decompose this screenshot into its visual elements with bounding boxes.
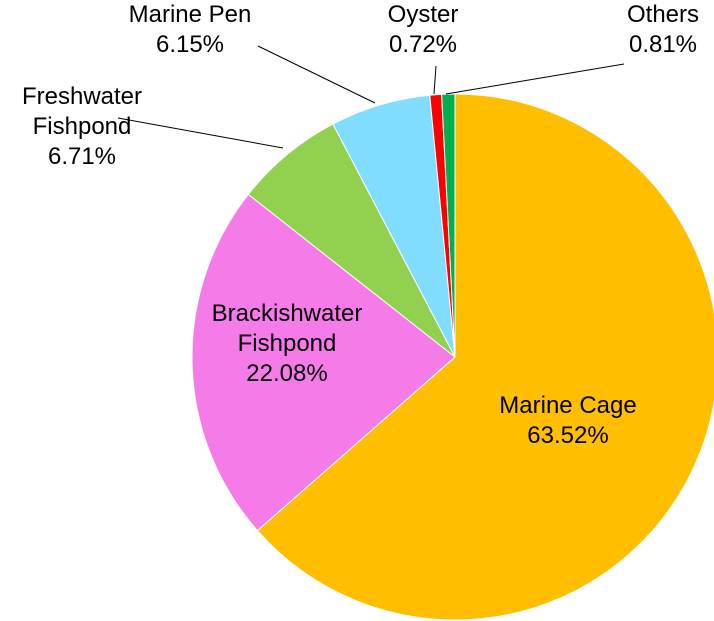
- leader-line-marine-pen: [257, 45, 376, 104]
- category-label: Marine Pen: [129, 1, 252, 28]
- slice-brackishwater-fishpond: [191, 193, 456, 532]
- value-label: 22.08%: [246, 360, 327, 387]
- label-brackishwater-fishpond: Brackishwater Fishpond 22.08%: [212, 300, 363, 387]
- slice-labels: Marine Cage 63.52% Brackishwater Fishpond 22…: [22, 1, 699, 449]
- label-oyster: Oyster 0.72%: [388, 1, 459, 58]
- value-label: 63.52%: [527, 422, 608, 449]
- leader-line-oyster: [433, 65, 437, 95]
- label-others: Others 0.81%: [627, 1, 699, 58]
- category-label: Marine Cage: [499, 392, 636, 419]
- leader-line-others: [445, 63, 625, 95]
- category-label: Brackishwater: [212, 300, 363, 327]
- category-label: Fishpond: [238, 330, 337, 357]
- pie-slices: [191, 93, 714, 621]
- category-label: Freshwater: [22, 83, 142, 110]
- label-marine-pen: Marine Pen 6.15%: [129, 1, 252, 58]
- leader-lines: [117, 45, 625, 149]
- category-label: Others: [627, 1, 699, 28]
- leader-line-freshwater-fishpond: [117, 117, 284, 149]
- slice-marine-cage: [256, 93, 714, 621]
- category-label: Oyster: [388, 1, 459, 28]
- slice-freshwater-fishpond: [247, 123, 456, 358]
- value-label: 0.72%: [389, 31, 457, 58]
- label-freshwater-fishpond: Freshwater Fishpond 6.71%: [22, 83, 142, 170]
- value-label: 6.71%: [48, 143, 116, 170]
- value-label: 6.15%: [156, 31, 224, 58]
- label-marine-cage: Marine Cage 63.52%: [499, 392, 636, 449]
- category-label: Fishpond: [33, 113, 132, 140]
- value-label: 0.81%: [629, 31, 697, 58]
